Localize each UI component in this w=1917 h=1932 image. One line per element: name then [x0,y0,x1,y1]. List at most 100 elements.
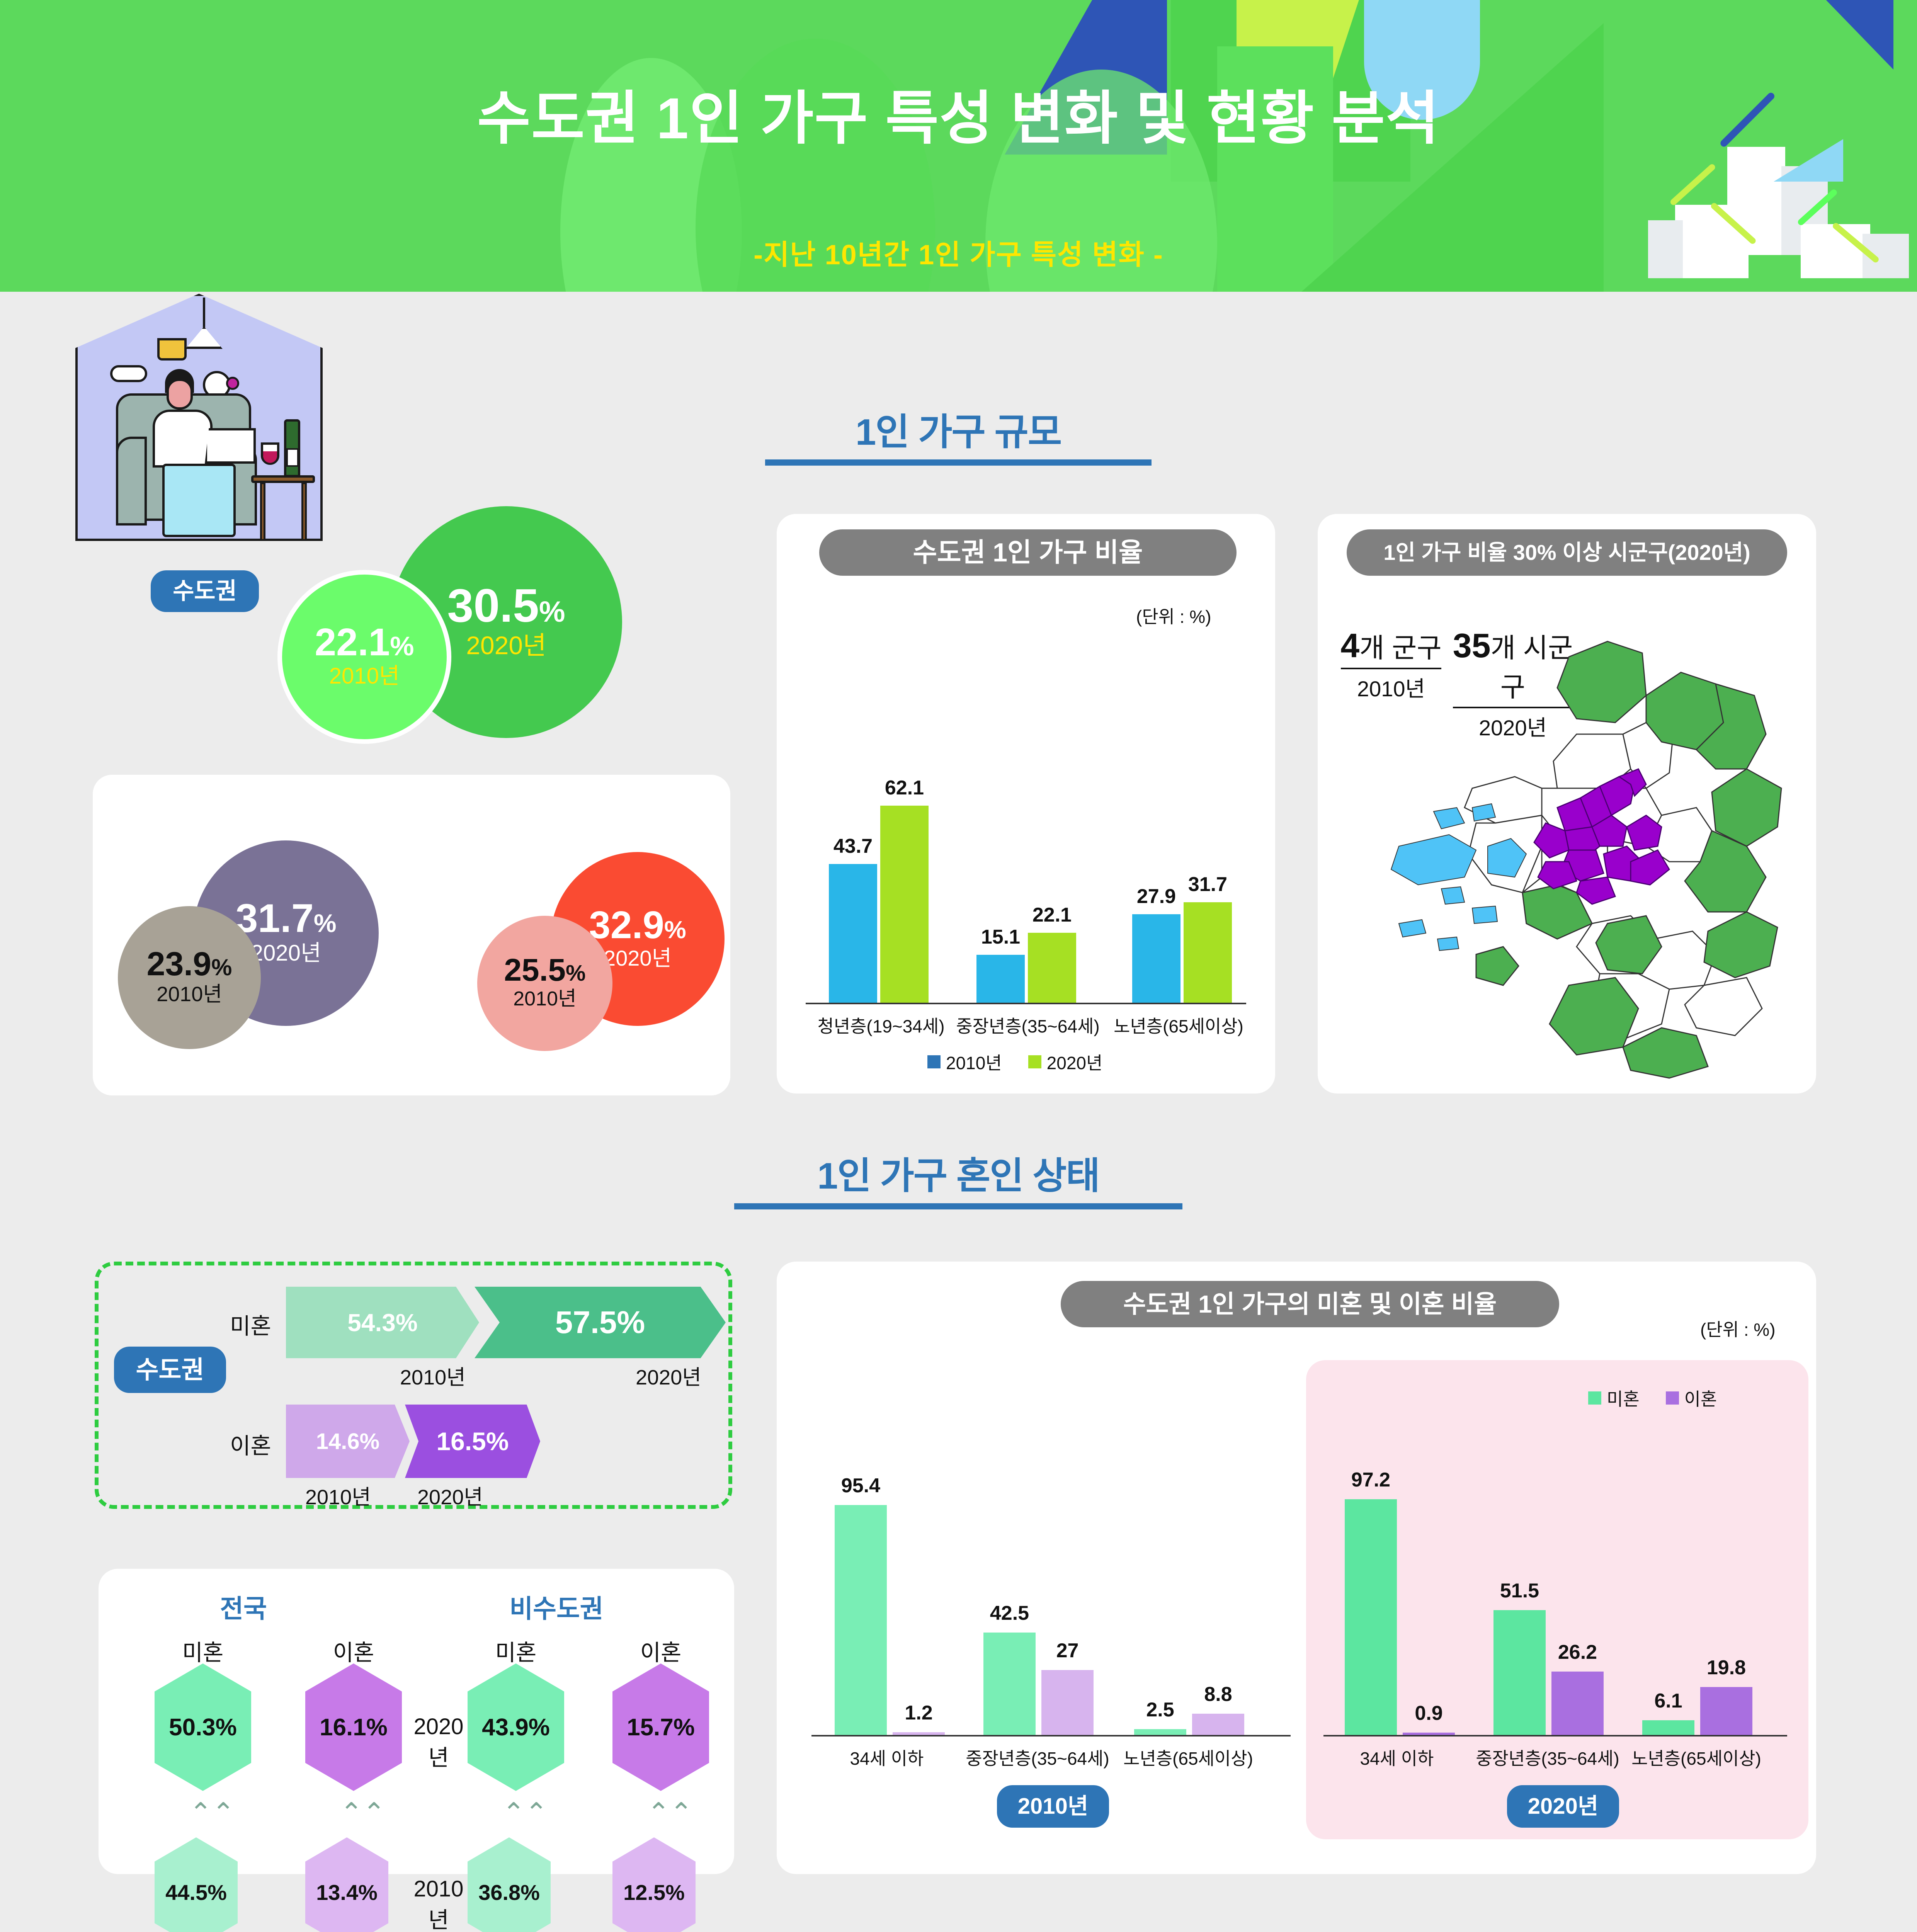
hex-col-label-jeonguk-mihon: 미혼 [182,1640,224,1665]
hdr-deco-4 [1364,0,1480,120]
bar-label-2020-ihon-mid: 26.2 [1558,1641,1597,1663]
bar-label-2010-ihon-34: 1.2 [905,1702,933,1724]
bubble-jeonguk-2010-value: 23.9 [146,945,212,983]
bar-label-2020-ihon-old: 19.8 [1706,1656,1746,1679]
cat-label-cheongnyeon: 청년층(19~34세) [817,1016,945,1036]
hex-arrow-up-3: ⌃⌃ [502,1798,548,1828]
bubble-jeonguk-2020-year: 2020년 [250,940,321,966]
map-stat-2020: 35개 시군구 2020년 [1445,626,1580,742]
hex-jeonguk-ihon-2020: 16.1% [305,1663,402,1791]
arrow-ihon-2020-value: 16.5% [436,1427,509,1456]
legend-swatch-mihon [1588,1391,1601,1405]
arrow-mihon-2010-value: 54.3% [347,1308,418,1337]
bar-2020-jungjangnyeon [1028,933,1076,1003]
cat-label-nonyeon: 노년층(65세이상) [1114,1016,1243,1036]
bar-2020-mihon-mid [1493,1610,1546,1735]
cat-label-jungjangnyeon: 중장년층(35~64세) [956,1016,1100,1036]
section-underline [734,1203,1182,1209]
map-stat-2010-year: 2010년 [1357,677,1425,701]
section-title-marital: 1인 가구 혼인 상태 [734,1146,1182,1209]
bar-2020-nonyeon [1184,902,1232,1003]
bar-2010-cheongnyeon [829,864,877,1003]
cat-label-2010-old: 노년층(65세이상) [1123,1748,1253,1769]
bubble-bisudogwon-2010-year: 2010년 [513,988,577,1010]
hex-col-label-bisudogwon-mihon: 미혼 [495,1640,537,1665]
hex-col-label-bisudogwon-ihon: 이혼 [640,1640,682,1665]
bubble-sudogwon-2020-value: 30.5 [447,579,539,632]
page-subtitle: -지난 10년간 1인 가구 특성 변화 - [754,240,1163,270]
map-stat-2010-num: 4 [1340,626,1360,665]
arrow-mihon-2020: 57.5% [475,1287,726,1358]
bar-label-2020-mihon-mid: 51.5 [1500,1580,1539,1602]
bar-2010-ihon-mid [1041,1670,1094,1735]
chart-axis-sudogwon-share [806,1003,1246,1004]
hex-bisudogwon-mihon-2020: 43.9% [468,1663,564,1791]
legend-label-2010: 2010년 [946,1053,1002,1073]
bar-label-2010-mihon-old: 2.5 [1146,1699,1174,1721]
hex-bisudogwon-ihon-2020: 15.7% [612,1663,709,1791]
cat-label-2010-mid: 중장년층(35~64세) [966,1748,1109,1769]
arrow-ihon-2010-year: 2010년 [305,1486,371,1509]
bubble-bisudogwon-2020-year: 2020년 [603,946,672,970]
label-bisudogwon-marital: 비수도권 [509,1594,604,1623]
bar-2010-mihon-34 [835,1505,887,1735]
bubble-bisudogwon-2010: 25.5% 2010년 [477,916,612,1051]
bar-label-2010-nonyeon: 27.9 [1136,885,1176,908]
bar-label-2010-ihon-mid: 27 [1056,1639,1079,1662]
cat-label-2020-mid: 중장년층(35~64세) [1476,1748,1619,1769]
chart-axis-marital-2020 [1323,1735,1787,1736]
chart-title-marital: 수도권 1인 가구의 미혼 및 이혼 비율 [1061,1281,1559,1327]
card-sudogwon-share-chart [777,514,1275,1094]
map-stat-2020-num: 35 [1453,626,1491,665]
badge-sudogwon-scale: 수도권 [151,570,259,612]
map-title: 1인 가구 비율 30% 이상 시군구(2020년) [1347,529,1787,576]
pct-sign: % [390,631,414,662]
bar-2010-nonyeon [1132,914,1180,1003]
hex-arrow-up-1: ⌃⌃ [189,1798,235,1828]
bar-label-2020-mihon-old: 6.1 [1654,1690,1682,1712]
bar-label-2010-ihon-old: 8.8 [1204,1683,1232,1706]
bar-2010-ihon-old [1192,1714,1244,1735]
bar-label-2010-mihon-34: 95.4 [841,1475,881,1497]
section-underline [765,459,1152,466]
bar-2010-jungjangnyeon [976,955,1025,1003]
arrow-mihon-2010-year: 2010년 [400,1366,466,1389]
bar-2020-ihon-34 [1403,1733,1455,1735]
bar-2020-mihon-old [1642,1720,1694,1735]
hex-col-label-jeonguk-ihon: 이혼 [333,1640,374,1665]
cat-label-2010-34: 34세 이하 [850,1748,924,1769]
arrow-ihon-2020: 16.5% [405,1405,540,1478]
bar-label-2010-cheongnyeon: 43.7 [833,835,873,857]
panel-badge-2020: 2020년 [1507,1785,1619,1828]
legend-label-mihon: 미혼 [1607,1389,1640,1409]
hdr-deco-9 [1217,46,1333,292]
bubble-bisudogwon-2020-value: 32.9 [589,903,664,947]
chart-title-sudogwon-share: 수도권 1인 가구 비율 [819,529,1237,576]
chart-axis-marital-2010 [811,1735,1291,1736]
page-title: 수도권 1인 가구 특성 변화 및 현황 분석 [477,86,1440,151]
bar-label-2020-jungjangnyeon: 22.1 [1032,904,1072,926]
legend-swatch-2010 [927,1055,941,1068]
arrow-ihon-2010-value: 14.6% [316,1429,380,1454]
legend-marital: 미혼 이혼 [1588,1385,1717,1411]
bar-2020-ihon-mid [1551,1672,1604,1735]
bar-label-2020-ihon-34: 0.9 [1415,1702,1443,1725]
bubble-bisudogwon-2010-value: 25.5 [504,952,566,988]
legend-label-2020: 2020년 [1046,1053,1103,1073]
bar-label-2010-jungjangnyeon: 15.1 [981,926,1021,948]
bar-label-2020-cheongnyeon: 62.1 [885,777,924,799]
hdr-deco-5 [1731,0,1893,70]
bar-2010-ihon-34 [893,1732,945,1735]
house-group-icon [1615,91,1909,292]
map-stat-2010-unit: 개 군구 [1359,633,1442,663]
arrow-ihon-2020-year: 2020년 [417,1486,483,1509]
unit-note-sudogwon-share: (단위 : %) [1136,607,1211,627]
page-header: 수도권 1인 가구 특성 변화 및 현황 분석 -지난 10년간 1인 가구 특… [0,0,1917,292]
hex-arrow-up-2: ⌃⌃ [340,1798,386,1828]
bar-label-2010-mihon-mid: 42.5 [990,1602,1029,1624]
section-title-marital-text: 1인 가구 혼인 상태 [817,1155,1100,1197]
bubble-jeonguk-2020-value: 31.7 [235,896,314,941]
arrow-ihon-2010: 14.6% [286,1405,410,1478]
bubble-jeonguk-2010-year: 2010년 [156,982,222,1006]
pct-sign: % [539,595,565,629]
